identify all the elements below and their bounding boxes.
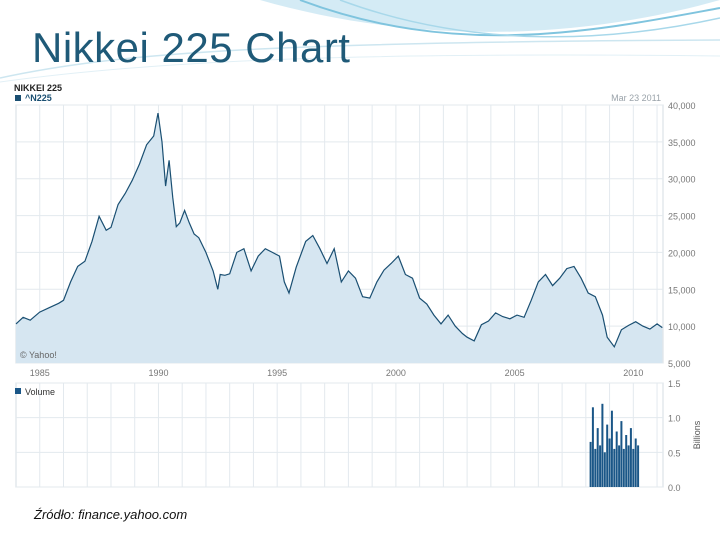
legend-label-n225: ^N225 [25,93,52,103]
legend-swatch-volume [15,388,21,394]
volume-bar [606,424,609,487]
price-series-line [15,112,663,349]
yahoo-watermark: © Yahoo! [20,350,57,360]
slide-title: Nikkei 225 Chart [32,24,351,71]
chart-title: NIKKEI 225 [14,83,62,93]
volume-panel [15,382,664,488]
volume-bar [591,407,594,487]
nikkei-chart: 40,000 35,000 30,000 25,000 20,000 15,000 10,0… [14,83,702,493]
price-y-tick-label: 35,000 [668,138,696,148]
source-caption: Źródło: finance.yahoo.com [34,507,188,522]
x-tick-label: 1995 [267,368,287,378]
price-y-tick-label: 20,000 [668,248,696,258]
price-y-tick-label: 25,000 [668,212,696,222]
volume-y-tick-label: 0.5 [668,448,681,458]
volume-y-tick-label: 1.5 [668,379,681,389]
volume-bar [601,403,604,487]
x-tick-label: 2010 [623,368,643,378]
price-y-tick-label: 15,000 [668,285,696,295]
volume-bar [625,435,628,487]
volume-bar [610,410,613,487]
volume-bar [613,448,616,487]
volume-bar [618,445,621,487]
volume-bar [608,438,611,487]
volume-bar [596,428,599,487]
volume-bar [622,448,625,487]
x-tick-label: 2000 [386,368,406,378]
volume-bar [629,428,632,487]
volume-bar [632,448,635,487]
volume-bar [594,448,597,487]
x-tick-label: 2005 [505,368,525,378]
price-y-tick-label: 10,000 [668,322,696,332]
volume-bar [615,431,618,487]
volume-bar [634,438,637,487]
legend-swatch-n225 [15,95,21,101]
x-tick-label: 1985 [30,368,50,378]
price-y-tick-label: 5,000 [668,359,691,369]
volume-bar [603,452,606,487]
volume-y-tick-label: 0.0 [668,483,681,493]
volume-bar [620,421,623,487]
x-tick-label: 1990 [148,368,168,378]
price-y-tick-label: 30,000 [668,175,696,185]
price-area [16,113,663,363]
volume-bar [599,445,602,487]
volume-bar [627,445,630,487]
date-label: Mar 23 2011 [611,93,661,103]
volume-bar [637,445,640,487]
volume-bar [589,441,592,487]
price-y-tick-label: 40,000 [668,101,696,111]
volume-axis-label: Billions [692,420,702,449]
header-swoosh-decoration [0,0,720,83]
volume-y-tick-label: 1.0 [668,414,681,424]
legend-label-volume: Volume [25,387,55,397]
